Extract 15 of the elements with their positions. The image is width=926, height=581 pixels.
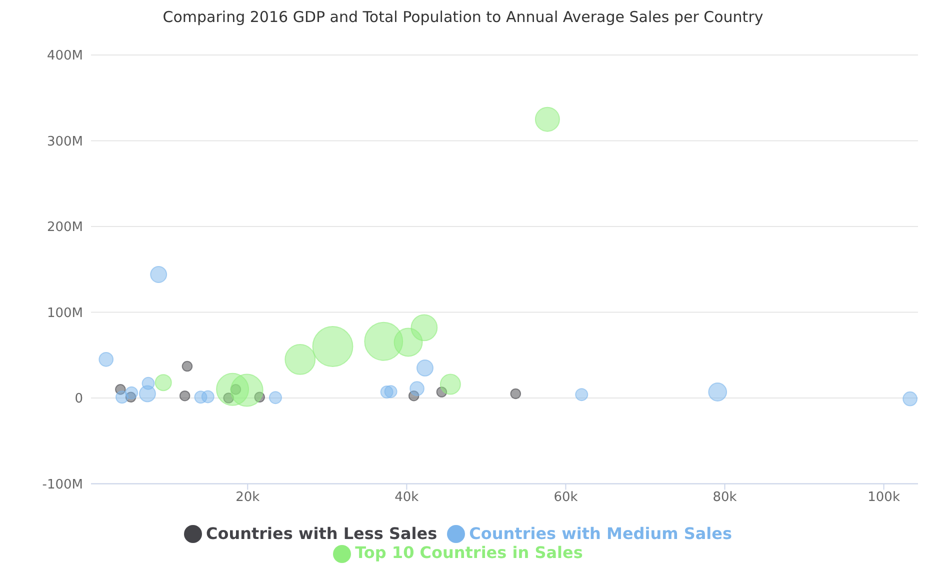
y-tick-label: 200M bbox=[46, 220, 83, 236]
x-tick-label: 40k bbox=[394, 490, 420, 505]
x-tick-label: 100k bbox=[868, 490, 900, 505]
legend-label: Countries with Medium Sales bbox=[469, 524, 732, 543]
chart-title: Comparing 2016 GDP and Total Population to Annual Average Sales per Country bbox=[162, 8, 764, 28]
y-tick-label: -100M bbox=[42, 477, 83, 492]
y-tick-label: 300M bbox=[46, 134, 83, 150]
y-tick-label: 100M bbox=[46, 306, 83, 321]
x-tick-label: 80k bbox=[712, 490, 738, 505]
legend-label: Top 10 Countries in Sales bbox=[355, 543, 583, 562]
y-tick-label: 400M bbox=[46, 48, 83, 64]
x-tick-label: 20k bbox=[236, 490, 260, 505]
legend-label: Countries with Less Sales bbox=[206, 524, 438, 543]
x-tick-label: 60k bbox=[554, 490, 578, 505]
y-tick-label: 0 bbox=[74, 392, 83, 407]
